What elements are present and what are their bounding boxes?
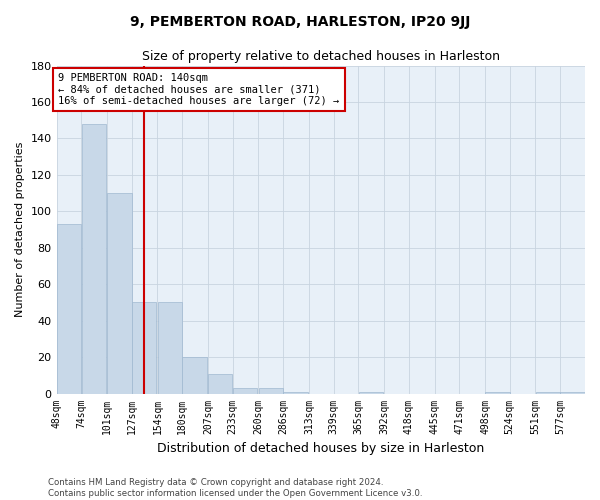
Bar [82, 124, 106, 394]
Bar [560, 392, 585, 394]
Y-axis label: Number of detached properties: Number of detached properties [15, 142, 25, 317]
Text: 9, PEMBERTON ROAD, HARLESTON, IP20 9JJ: 9, PEMBERTON ROAD, HARLESTON, IP20 9JJ [130, 15, 470, 29]
Bar [536, 392, 560, 394]
X-axis label: Distribution of detached houses by size in Harleston: Distribution of detached houses by size … [157, 442, 484, 455]
Bar [132, 302, 156, 394]
Bar [158, 302, 182, 394]
Bar [259, 388, 283, 394]
Bar [485, 392, 509, 394]
Bar [57, 224, 81, 394]
Text: Contains HM Land Registry data © Crown copyright and database right 2024.
Contai: Contains HM Land Registry data © Crown c… [48, 478, 422, 498]
Bar [283, 392, 308, 394]
Bar [208, 374, 232, 394]
Bar [107, 193, 131, 394]
Bar [182, 357, 207, 394]
Bar [233, 388, 257, 394]
Bar [359, 392, 383, 394]
Text: 9 PEMBERTON ROAD: 140sqm
← 84% of detached houses are smaller (371)
16% of semi-: 9 PEMBERTON ROAD: 140sqm ← 84% of detach… [58, 73, 340, 106]
Title: Size of property relative to detached houses in Harleston: Size of property relative to detached ho… [142, 50, 500, 63]
